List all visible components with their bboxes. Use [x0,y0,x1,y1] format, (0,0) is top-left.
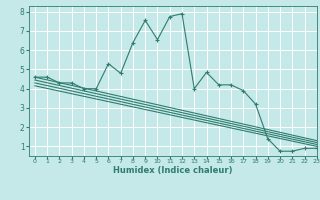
X-axis label: Humidex (Indice chaleur): Humidex (Indice chaleur) [113,166,233,175]
